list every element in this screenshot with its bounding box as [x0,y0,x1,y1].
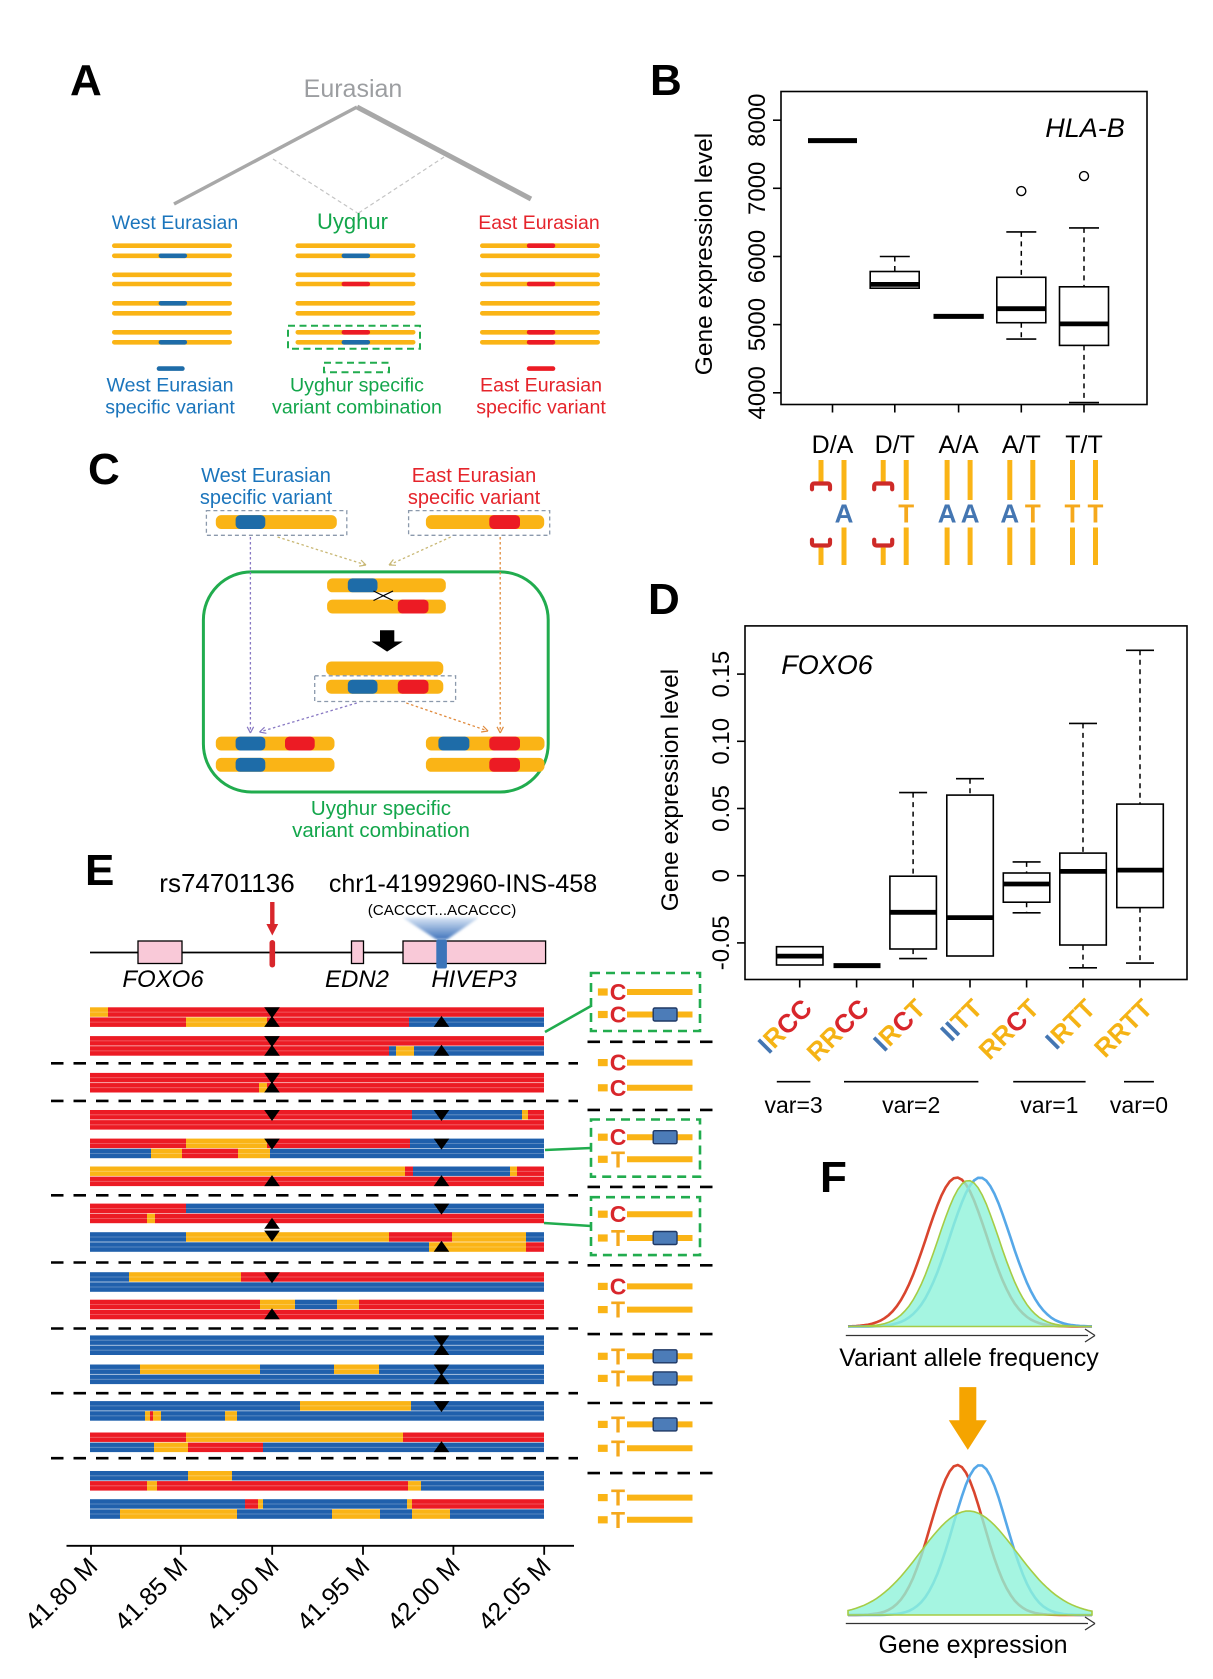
svg-text:A: A [70,56,102,105]
svg-text:A: A [835,499,854,529]
svg-text:C: C [88,445,120,494]
svg-text:Uyghur specific: Uyghur specific [290,375,424,397]
svg-text:T: T [1065,499,1081,529]
svg-text:West Eurasian: West Eurasian [106,375,233,397]
svg-text:specific variant: specific variant [476,397,606,419]
svg-text:var=2: var=2 [882,1092,940,1118]
svg-text:rs74701136: rs74701136 [159,868,294,898]
svg-text:E: E [85,846,114,895]
svg-text:5000: 5000 [744,298,771,351]
svg-text:var=1: var=1 [1020,1092,1078,1118]
svg-text:specific variant: specific variant [408,487,541,509]
svg-text:FOXO6: FOXO6 [781,650,874,680]
svg-text:EDN2: EDN2 [325,966,389,993]
svg-text:West Eurasian: West Eurasian [112,212,238,234]
svg-text:Gene expression level: Gene expression level [657,669,684,911]
svg-text:Variant allele frequency: Variant allele frequency [839,1344,1099,1372]
svg-text:T: T [1025,499,1041,529]
svg-text:T: T [611,1225,625,1251]
svg-text:8000: 8000 [744,94,771,147]
svg-text:specific variant: specific variant [200,487,333,509]
svg-text:East Eurasian: East Eurasian [412,465,537,487]
svg-text:HLA-B: HLA-B [1045,113,1125,143]
svg-text:4000: 4000 [744,366,771,419]
svg-text:FOXO6: FOXO6 [122,966,204,993]
svg-text:Uyghur specific: Uyghur specific [311,797,451,820]
svg-text:Uyghur: Uyghur [317,209,388,234]
svg-text:D: D [648,575,680,624]
svg-text:Gene expression: Gene expression [878,1631,1067,1659]
svg-text:T: T [611,1297,625,1323]
svg-text:C: C [610,1201,627,1227]
svg-text:A: A [961,499,980,529]
svg-text:B: B [650,56,682,105]
svg-text:East Eurasian: East Eurasian [478,212,599,234]
svg-text:T/T: T/T [1065,431,1103,459]
svg-text:D/A: D/A [812,431,854,459]
svg-text:C: C [610,1273,627,1299]
svg-text:A: A [1000,499,1019,529]
svg-text:chr1-41992960-INS-458: chr1-41992960-INS-458 [329,870,597,898]
svg-text:0.15: 0.15 [708,651,735,698]
svg-text:var=0: var=0 [1110,1092,1168,1118]
svg-text:C: C [610,1002,627,1028]
svg-text:Eurasian: Eurasian [304,75,403,103]
svg-text:West Eurasian: West Eurasian [201,465,331,487]
svg-text:HIVEP3: HIVEP3 [431,966,517,993]
svg-text:variant combination: variant combination [292,819,470,842]
svg-text:D/T: D/T [875,431,915,459]
svg-text:F: F [820,1153,847,1202]
svg-text:C: C [610,1050,627,1076]
svg-text:T: T [611,1507,625,1533]
svg-text:7000: 7000 [744,162,771,215]
svg-text:C: C [610,1075,627,1101]
svg-text:6000: 6000 [744,230,771,283]
svg-text:A/A: A/A [938,431,979,459]
svg-text:East Eurasian: East Eurasian [480,375,602,397]
svg-text:T: T [898,499,914,529]
svg-text:var=3: var=3 [765,1092,823,1118]
svg-text:T: T [1088,499,1104,529]
svg-text:T: T [611,1411,625,1437]
svg-text:T: T [611,1435,625,1461]
svg-text:specific variant: specific variant [105,397,235,419]
svg-text:Gene expression level: Gene expression level [691,133,718,375]
svg-text:0.10: 0.10 [708,718,735,765]
svg-text:0: 0 [708,869,735,882]
svg-text:(CACCCT...ACACCC): (CACCCT...ACACCC) [368,902,517,919]
svg-text:-0.05: -0.05 [708,916,735,971]
svg-text:T: T [611,1146,625,1172]
svg-text:T: T [611,1365,625,1391]
svg-text:A: A [938,499,957,529]
svg-text:A/T: A/T [1002,431,1041,459]
svg-text:0.05: 0.05 [708,785,735,832]
svg-text:variant combination: variant combination [272,397,442,419]
